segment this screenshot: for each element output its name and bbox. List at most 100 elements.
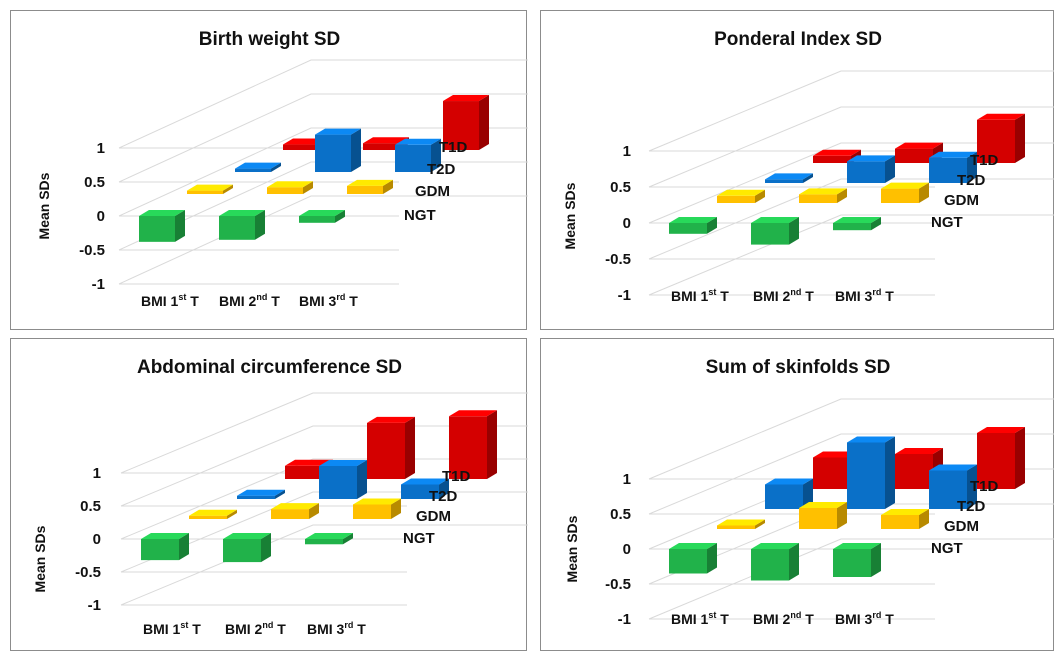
gridline [118, 59, 528, 149]
chart-title: Ponderal Index SD [714, 29, 882, 50]
category-label-2: BMI 2nd T [225, 620, 286, 637]
bar-gdm-3 [353, 498, 401, 519]
category-label-3: BMI 3rd T [307, 620, 366, 637]
category-label-2: BMI 2nd T [753, 610, 814, 627]
bar-ngt-3 [299, 210, 345, 223]
bar-gdm-2 [799, 502, 847, 529]
gridline [648, 398, 1054, 480]
bars [669, 113, 1025, 245]
category-label-2: BMI 2nd T [753, 287, 814, 304]
category-label-3: BMI 3rd T [835, 287, 894, 304]
bar-t2d-2 [315, 128, 361, 172]
bar-gdm-3 [347, 179, 393, 194]
bar-ngt-3 [833, 217, 881, 231]
bar-t2d-3 [395, 138, 441, 172]
bar-t2d-1 [765, 478, 813, 509]
y-tick-label: 0 [623, 541, 631, 558]
bars [669, 427, 1025, 581]
y-tick-label: 0.5 [80, 498, 101, 515]
bar-gdm-3 [881, 509, 929, 529]
y-tick-label: -1 [618, 287, 631, 304]
category-label-3: BMI 3rd T [835, 610, 894, 627]
bar-gdm-1 [717, 189, 765, 203]
category-label-1: BMI 1st T [671, 287, 729, 304]
y-tick-label: -1 [92, 276, 105, 293]
y-tick-label: 1 [97, 140, 105, 157]
series-label-t2d: T2D [427, 161, 456, 178]
bar-ngt-2 [751, 217, 799, 245]
bars [141, 410, 497, 563]
gridline [118, 195, 528, 285]
gridline [648, 106, 1054, 188]
y-tick-label: 1 [93, 465, 101, 482]
chart-birth-weight: Birth weight SD Mean SDs 1 0.5 0 -0.5 -1 NGT GDM… [36, 29, 528, 309]
bar-t2d-2 [847, 155, 895, 183]
chart-panel-sum-of-skinfolds: Sum of skinfolds SD Mean SDs 1 0.5 0 -0.5 -1 NG… [540, 338, 1054, 651]
bar-t1d-3 [977, 113, 1025, 163]
gridline [120, 392, 528, 474]
gridline [120, 425, 528, 507]
gridline [648, 433, 1054, 515]
y-tick-label: -0.5 [75, 564, 101, 581]
y-tick-label: 1 [623, 471, 631, 488]
series-label-t1d: T1D [439, 139, 468, 156]
series-label-gdm: GDM [944, 518, 979, 535]
bar-t2d-1 [237, 489, 285, 499]
y-tick-label: -0.5 [605, 251, 631, 268]
y-tick-label: -1 [618, 611, 631, 628]
chart-panel-birth-weight: Birth weight SD Mean SDs 1 0.5 0 -0.5 -1 NGT GDM… [10, 10, 528, 330]
y-tick-label: 0.5 [610, 506, 631, 523]
series-label-t2d: T2D [957, 172, 986, 189]
chart-ponderal-index: Ponderal Index SD Mean SDs 1 0.5 0 -0.5 -1 NGT G… [562, 29, 1054, 304]
gridlines [120, 392, 528, 606]
gridline [648, 70, 1054, 152]
bar-ngt-3 [305, 533, 353, 545]
bar-t2d-2 [847, 436, 895, 509]
chart-panel-abdominal-circumference: Abdominal circumference SD Mean SDs 1 0.5 0 -… [10, 338, 528, 651]
series-label-t1d: T1D [970, 478, 999, 495]
series-label-ngt: NGT [404, 207, 436, 224]
series-label-t1d: T1D [970, 152, 999, 169]
series-label-t1d: T1D [442, 468, 471, 485]
y-tick-label: 1 [623, 143, 631, 160]
chart-title: Sum of skinfolds SD [706, 357, 891, 378]
bar-t2d-3 [401, 478, 449, 499]
bar-t1d-3 [443, 95, 489, 150]
bar-gdm-2 [271, 503, 319, 519]
bar-ngt-1 [141, 533, 189, 561]
series-label-t2d: T2D [429, 488, 458, 505]
y-tick-label: -1 [88, 597, 101, 614]
gridline [648, 214, 1054, 296]
chart-panel-ponderal-index: Ponderal Index SD Mean SDs 1 0.5 0 -0.5 -1 NGT G… [540, 10, 1054, 330]
bar-t2d-1 [765, 173, 813, 183]
category-label-2: BMI 2nd T [219, 292, 280, 309]
chart-title: Birth weight SD [199, 29, 340, 50]
bar-ngt-3 [833, 543, 881, 577]
gridline [648, 538, 1054, 620]
bar-gdm-1 [187, 184, 233, 194]
series-label-gdm: GDM [944, 192, 979, 209]
gridline [118, 127, 528, 217]
bar-gdm-1 [717, 519, 765, 529]
bar-gdm-3 [881, 182, 929, 203]
series-label-t2d: T2D [957, 498, 986, 515]
y-tick-label: 0 [623, 215, 631, 232]
bar-t2d-2 [319, 460, 367, 499]
y-axis-label: Mean SDs [32, 525, 48, 592]
series-label-ngt: NGT [931, 214, 963, 231]
bar-t2d-1 [235, 162, 281, 172]
gridlines [648, 70, 1054, 296]
chart-abdominal-circumference: Abdominal circumference SD Mean SDs 1 0.5 0 -… [32, 357, 528, 637]
y-tick-label: -0.5 [79, 242, 105, 259]
gridline [120, 491, 528, 573]
category-label-1: BMI 1st T [141, 292, 199, 309]
y-tick-label: -0.5 [605, 576, 631, 593]
y-axis-label: Mean SDs [36, 172, 52, 239]
gridline [648, 178, 1054, 260]
bar-t2d-3 [929, 151, 977, 183]
y-axis-label: Mean SDs [562, 182, 578, 249]
category-label-1: BMI 1st T [143, 620, 201, 637]
chart-sum-of-skinfolds: Sum of skinfolds SD Mean SDs 1 0.5 0 -0.5 -1 NG… [564, 357, 1054, 628]
gridline [118, 93, 528, 183]
bar-ngt-1 [669, 543, 717, 574]
